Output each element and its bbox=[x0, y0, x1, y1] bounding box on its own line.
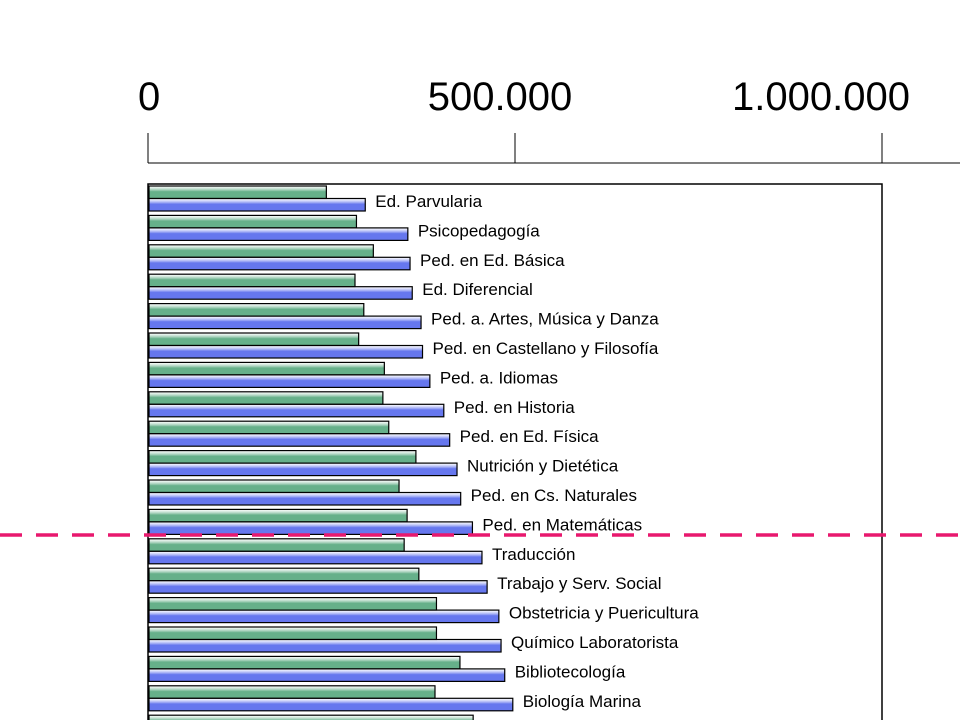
bar-series-1 bbox=[148, 508, 408, 523]
category-label: Ped. en Castellano y Filosofía bbox=[433, 339, 659, 358]
bar-series-1 bbox=[148, 538, 405, 552]
bar-series-2 bbox=[148, 315, 422, 330]
bar-series-2 bbox=[148, 286, 413, 300]
category-label: Ed. Diferencial bbox=[422, 280, 533, 299]
bars bbox=[148, 185, 514, 720]
bar-series-1 bbox=[148, 567, 420, 582]
bar-series-2 bbox=[148, 433, 451, 447]
bar-series-2 bbox=[148, 609, 500, 624]
plot-frame bbox=[147, 183, 883, 720]
category-label: Nutrición y Dietética bbox=[467, 457, 619, 476]
bar-series-1 bbox=[148, 685, 436, 699]
bar-series-2 bbox=[148, 580, 488, 594]
bar-series-1 bbox=[148, 655, 461, 670]
bar-series-2 bbox=[148, 550, 483, 565]
bar-series-2 bbox=[148, 344, 424, 359]
bar-series-1 bbox=[148, 479, 400, 494]
bar-series-2 bbox=[148, 521, 474, 536]
bar-series-2 bbox=[148, 256, 411, 271]
bar-series-2 bbox=[148, 491, 462, 506]
category-label: Químico Laboratorista bbox=[511, 633, 679, 652]
bar-series-1 bbox=[148, 596, 438, 611]
bar-series-2 bbox=[148, 668, 506, 683]
bar-series-1 bbox=[148, 185, 327, 200]
category-label: Traducción bbox=[492, 545, 575, 564]
category-label: Ed. Parvularia bbox=[375, 192, 482, 211]
bar-series-2 bbox=[148, 197, 366, 212]
bar-series-1 bbox=[148, 214, 358, 229]
bar-series-1 bbox=[148, 303, 365, 317]
x-tick-label: 500.000 bbox=[428, 75, 573, 119]
bar-series-2 bbox=[148, 697, 514, 712]
bar-series-1 bbox=[148, 332, 360, 347]
category-label: Biología Marina bbox=[523, 692, 642, 711]
x-tick-label: 0 bbox=[138, 75, 160, 119]
category-labels: Ed. Parvularia Psicopedagogía Ped. en Ed. … bbox=[375, 192, 699, 711]
category-label: Ped. en Ed. Física bbox=[460, 427, 599, 446]
x-tick-label: 1.000.000 bbox=[732, 75, 910, 119]
category-label: Ped. en Historia bbox=[454, 398, 575, 417]
bar-series-1 bbox=[148, 714, 474, 720]
category-label: Ped. en Ed. Básica bbox=[420, 251, 565, 270]
bar-series-1 bbox=[148, 244, 374, 258]
bar-series-1 bbox=[148, 420, 390, 435]
category-label: Ped. a. Artes, Música y Danza bbox=[431, 310, 659, 329]
bar-series-1 bbox=[148, 361, 385, 376]
bar-series-2 bbox=[148, 403, 445, 418]
category-label: Ped. a. Idiomas bbox=[440, 368, 558, 387]
bar-series-1 bbox=[148, 391, 384, 405]
bar-series-2 bbox=[148, 374, 431, 388]
bar-series-1 bbox=[148, 626, 438, 641]
category-label: Trabajo y Serv. Social bbox=[497, 574, 661, 593]
bar-series-2 bbox=[148, 227, 409, 241]
bar-series-2 bbox=[148, 462, 458, 477]
category-label: Bibliotecología bbox=[515, 662, 626, 681]
category-label: Ped. en Matemáticas bbox=[482, 515, 642, 534]
bar-series-1 bbox=[148, 273, 356, 288]
bar-series-2 bbox=[148, 638, 502, 653]
category-label: Psicopedagogía bbox=[418, 221, 540, 240]
category-label: Ped. en Cs. Naturales bbox=[471, 486, 637, 505]
bar-series-1 bbox=[148, 450, 417, 464]
category-label: Obstetricia y Puericultura bbox=[509, 604, 699, 623]
x-axis: 0 500.000 1.000.000 bbox=[138, 75, 960, 164]
